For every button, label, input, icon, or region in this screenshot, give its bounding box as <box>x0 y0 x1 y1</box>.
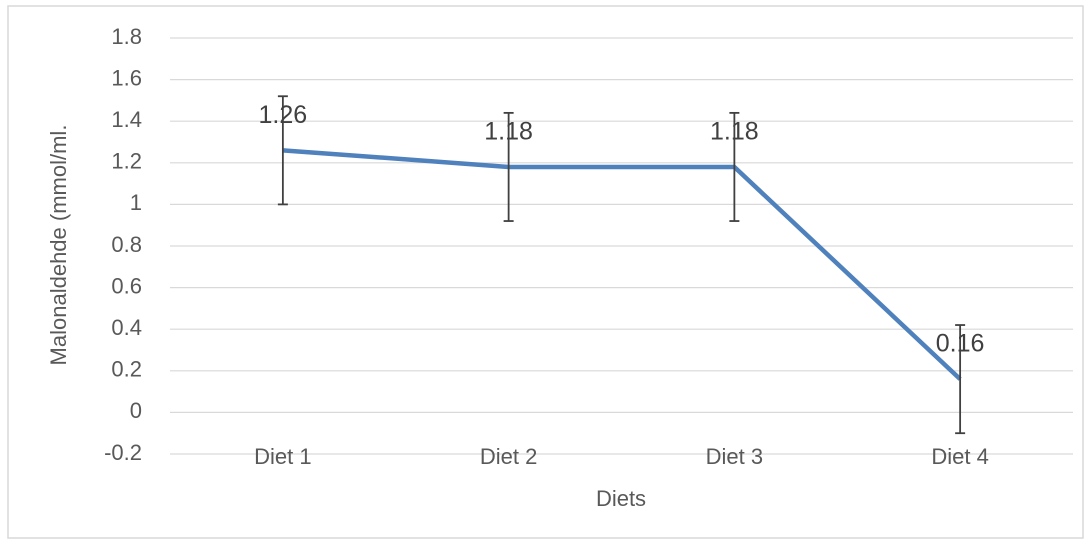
chart-border <box>7 5 1084 539</box>
error-bar <box>277 95 288 206</box>
y-tick-label: 1.6 <box>111 65 142 90</box>
x-tick-label: Diet 1 <box>254 444 311 469</box>
y-tick-label: 1 <box>130 190 142 215</box>
x-tick-label: Diet 4 <box>931 444 988 469</box>
y-tick-label: 1.4 <box>111 107 142 132</box>
y-tick-label: 1.2 <box>111 149 142 174</box>
data-label: 1.26 <box>259 101 308 129</box>
x-tick-label: Diet 3 <box>706 444 763 469</box>
data-label: 0.16 <box>936 330 985 358</box>
y-tick-label: 0.8 <box>111 232 142 257</box>
y-tick-label: 0.4 <box>111 315 142 340</box>
error-bar <box>955 324 966 435</box>
error-bar <box>503 111 514 222</box>
y-axis-title: Malonaldehde (mmol/ml. <box>46 125 71 366</box>
x-axis-title: Diets <box>596 486 646 511</box>
data-label: 1.18 <box>710 118 759 146</box>
y-tick-label: 1.8 <box>111 24 142 49</box>
x-tick-label: Diet 2 <box>480 444 537 469</box>
data-line <box>282 148 962 381</box>
error-bar <box>729 111 740 222</box>
y-tick-label: 0.6 <box>111 273 142 298</box>
data-label: 1.18 <box>484 118 533 146</box>
y-tick-label: 0.2 <box>111 357 142 382</box>
y-tick-label: 0 <box>130 398 142 423</box>
y-tick-label: -0.2 <box>104 440 142 465</box>
